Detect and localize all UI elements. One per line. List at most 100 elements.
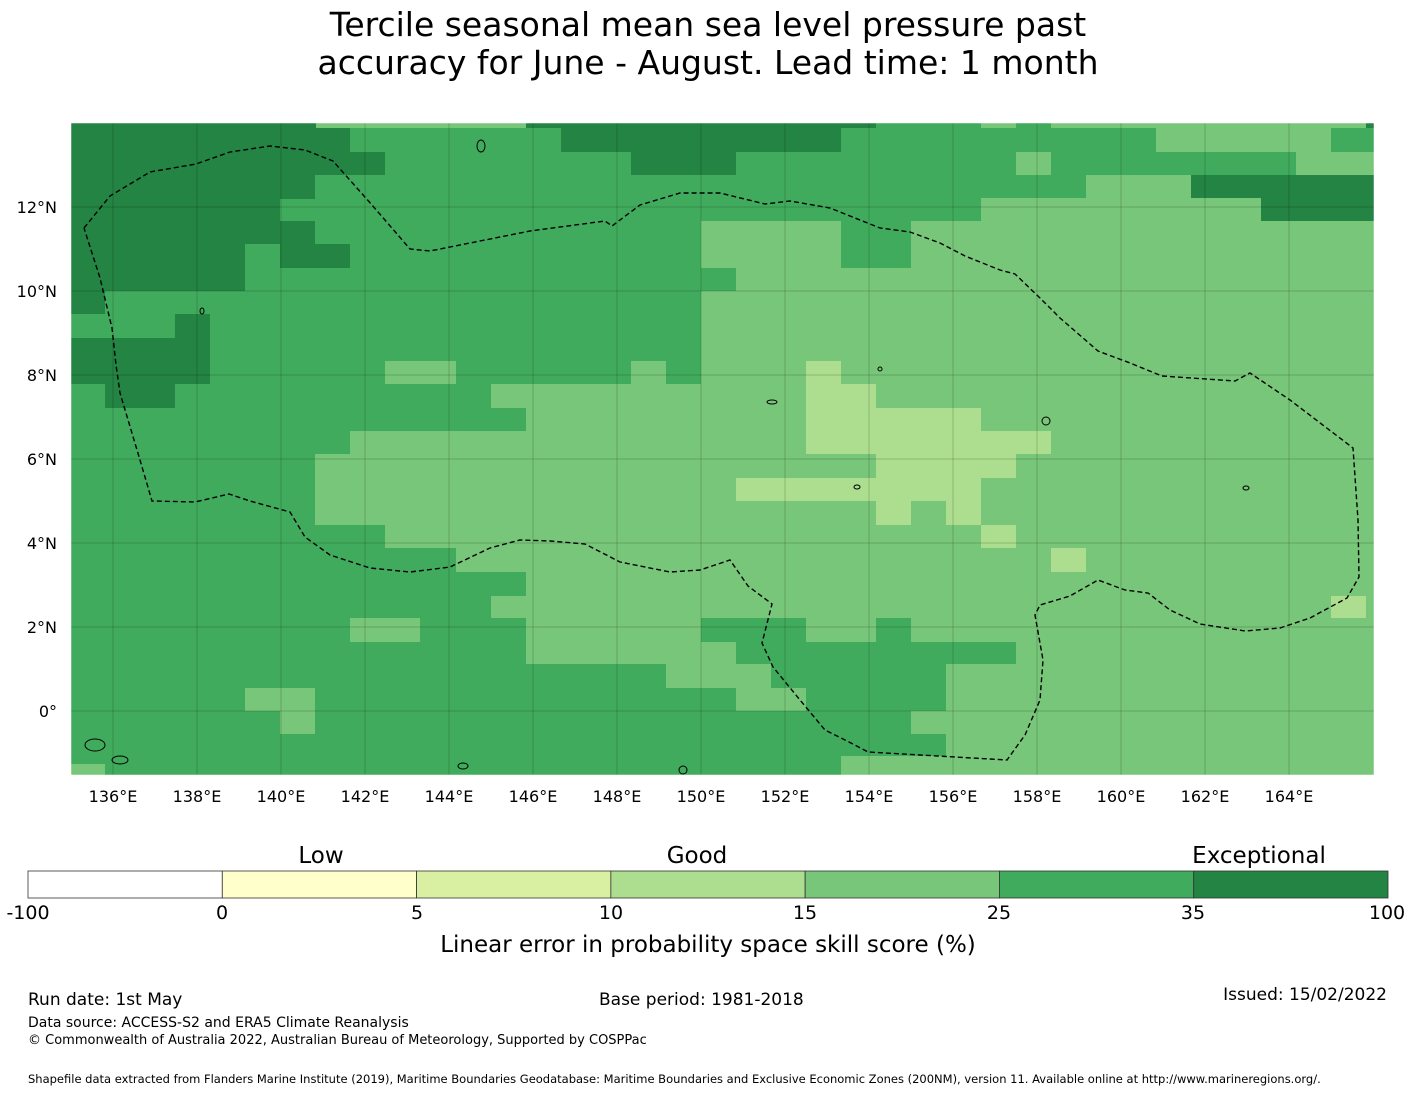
longitude-label: 140°E xyxy=(257,787,306,806)
longitude-label: 162°E xyxy=(1181,787,1230,806)
latitude-label: 12°N xyxy=(17,198,57,217)
grid-cell xyxy=(526,618,701,642)
grid-cell xyxy=(561,128,736,152)
grid-cell xyxy=(1051,123,1366,128)
grid-cell xyxy=(806,384,876,408)
grid-cell xyxy=(841,361,1374,384)
run-date: Run date: 1st May xyxy=(28,990,183,1010)
grid-cell xyxy=(911,221,1374,268)
map-grid-cells xyxy=(71,123,1374,775)
latitude-label: 0° xyxy=(39,702,57,721)
colorbar-segment xyxy=(999,870,1195,899)
grid-cell xyxy=(876,384,1374,408)
colorbar-segment xyxy=(610,870,806,899)
grid-cell xyxy=(1191,175,1374,198)
legend-tick: 25 xyxy=(986,902,1012,924)
grid-cell xyxy=(701,291,1374,361)
grid-cell xyxy=(1296,152,1374,175)
colorbar-segment xyxy=(416,870,612,899)
grid-cell xyxy=(806,408,981,431)
legend-tick: 5 xyxy=(410,902,424,924)
grid-cell xyxy=(280,244,350,268)
island-outline xyxy=(678,765,688,775)
grid-cell xyxy=(280,711,315,734)
grid-cell xyxy=(71,244,245,268)
grid-cell xyxy=(71,175,315,199)
grid-cell xyxy=(71,123,350,175)
grid-cell xyxy=(981,501,1374,525)
grid-cell xyxy=(1016,525,1374,548)
grid-cell xyxy=(1086,548,1374,572)
longitude-label: 154°E xyxy=(845,787,894,806)
grid-cell xyxy=(71,268,245,291)
grid-cell xyxy=(1016,454,1374,478)
title-line-1: Tercile seasonal mean sea level pressure… xyxy=(329,5,1087,44)
latitude-label: 4°N xyxy=(27,534,57,553)
grid-cell xyxy=(526,642,736,664)
grid-cell xyxy=(736,128,841,152)
grid-cell xyxy=(981,408,1374,431)
island-outline xyxy=(766,399,778,405)
grid-cell xyxy=(946,734,1374,756)
grid-cell xyxy=(385,361,456,384)
title-line-2: accuracy for June - August. Lead time: 1… xyxy=(317,43,1099,82)
grid-cell xyxy=(526,123,876,128)
grid-cell xyxy=(946,501,981,525)
colorbar-segment xyxy=(27,870,223,899)
colorbar-label: Linear error in probability space skill … xyxy=(440,932,976,958)
grid-cell xyxy=(981,123,1016,128)
grid-cell xyxy=(175,314,210,338)
longitude-label: 142°E xyxy=(341,787,390,806)
island-outline xyxy=(1242,485,1250,491)
longitude-label: 156°E xyxy=(929,787,978,806)
longitude-label: 148°E xyxy=(593,787,642,806)
grid-cell xyxy=(876,501,911,525)
grid-cell xyxy=(806,618,876,642)
grid-cell xyxy=(316,123,526,128)
grid-cell xyxy=(245,688,315,711)
colorbar-segment xyxy=(804,870,1000,899)
grid-cell xyxy=(105,384,175,408)
grid-cell xyxy=(631,361,666,384)
colorbar-segment xyxy=(1193,870,1389,899)
grid-cell xyxy=(1016,642,1374,664)
grid-cell xyxy=(736,268,1374,291)
latitude-label: 8°N xyxy=(27,366,57,385)
latitude-label: 2°N xyxy=(27,618,57,637)
grid-cell xyxy=(666,664,771,688)
longitude-label: 150°E xyxy=(677,787,726,806)
grid-cell xyxy=(491,384,806,408)
grid-cell xyxy=(526,572,1374,596)
grid-cell xyxy=(315,454,876,478)
eez-boundary xyxy=(83,139,1360,775)
copyright: © Commonwealth of Australia 2022, Austra… xyxy=(28,1033,647,1048)
grid-cell xyxy=(981,198,1261,221)
grid-cell xyxy=(911,711,1374,734)
grid-cell xyxy=(1331,596,1366,618)
grid-cell xyxy=(1086,175,1191,198)
island-outline xyxy=(457,762,469,770)
eez-dashed-line xyxy=(83,145,1360,761)
island-outline xyxy=(199,307,205,315)
longitude-label: 160°E xyxy=(1097,787,1146,806)
longitude-label: 144°E xyxy=(425,787,474,806)
legend-tick: 0 xyxy=(215,902,229,924)
longitude-label: 146°E xyxy=(509,787,558,806)
chart-title: Tercile seasonal mean sea level pressure… xyxy=(0,6,1416,82)
latitude-labels: 12°N 10°N 8°N 6°N 4°N 2°N 0° xyxy=(17,198,57,721)
map-gridlines xyxy=(71,123,1374,775)
legend-tick: 100 xyxy=(1368,902,1406,924)
grid-cell xyxy=(806,361,841,384)
grid-cell xyxy=(911,618,1374,642)
grid-cell xyxy=(806,431,1051,454)
grid-cell xyxy=(841,756,1374,775)
grid-cell xyxy=(71,338,210,384)
island-outline xyxy=(877,366,883,372)
legend-tick: 15 xyxy=(792,902,818,924)
grid-cell xyxy=(1016,152,1051,175)
legend-category-good: Good xyxy=(666,843,728,869)
grid-cell xyxy=(946,664,1374,688)
legend-tick: 10 xyxy=(598,902,624,924)
colorbar xyxy=(27,870,1389,899)
grid-cell xyxy=(1051,431,1374,454)
